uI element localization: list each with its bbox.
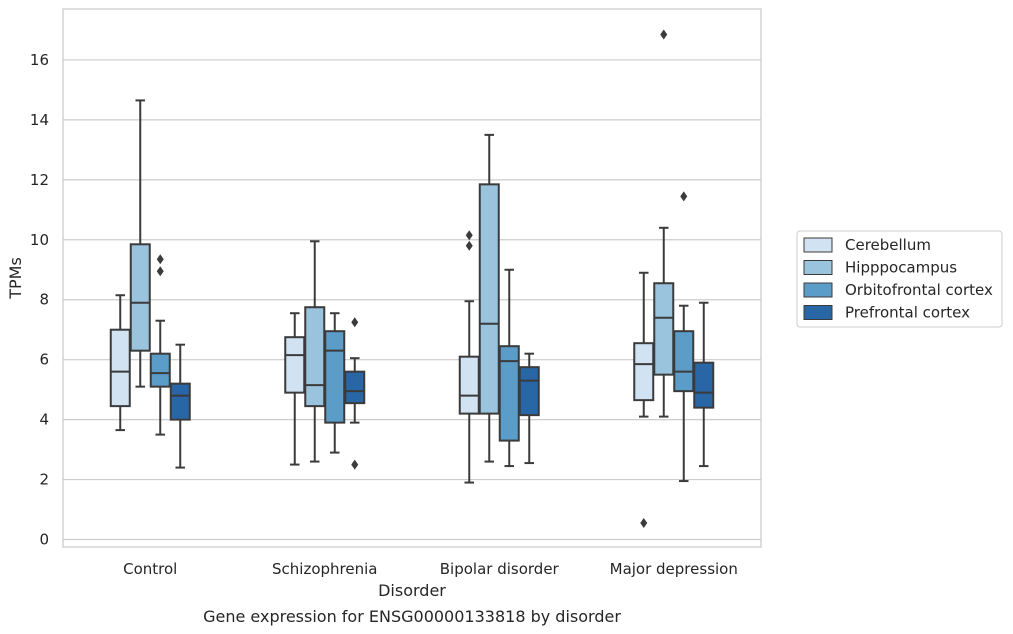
box-body [149, 352, 171, 388]
y-tick-label: 6 [39, 351, 49, 369]
box-body [653, 282, 675, 376]
outlier-point [351, 459, 359, 470]
y-tick-label: 2 [39, 471, 49, 489]
box-body [693, 361, 715, 409]
x-axis-title: Disorder [378, 581, 446, 600]
y-tick-labels: 0 2 4 6 8 10 12 14 16 [30, 51, 49, 549]
y-tick-label: 8 [39, 291, 49, 309]
y-tick-label: 14 [30, 111, 49, 129]
y-tick-label: 10 [30, 231, 49, 249]
legend-swatch [803, 305, 833, 320]
x-tick-label: Control [123, 560, 177, 578]
y-tick-label: 4 [39, 411, 49, 429]
box-prefrontal-cortex [693, 301, 715, 468]
chart-title: Gene expression for ENSG00000133818 by d… [203, 607, 621, 626]
box-body [284, 336, 306, 394]
legend-label: Prefrontal cortex [845, 304, 970, 322]
x-tick-label: Bipolar disorder [440, 560, 560, 578]
outlier-point [640, 518, 648, 529]
outlier-point [351, 317, 359, 328]
box-prefrontal-cortex [518, 352, 540, 465]
legend-label: Hipppocampus [845, 259, 957, 277]
box-groups [109, 29, 715, 529]
box-cerebellum [109, 294, 131, 432]
box-hipppocampus [653, 29, 675, 418]
x-tick-label: Schizophrenia [272, 560, 377, 578]
box-body [633, 342, 655, 402]
box-cerebellum [458, 230, 480, 484]
outlier-point [156, 266, 164, 277]
legend-swatch [803, 260, 833, 275]
plot-frame [62, 8, 762, 548]
box-body [109, 328, 131, 408]
box-orbitofrontal-cortex [149, 254, 171, 436]
box-prefrontal-cortex [169, 343, 191, 469]
box-body [344, 370, 366, 405]
box-body [458, 355, 480, 415]
box-orbitofrontal-cortex [673, 191, 695, 483]
box-body [169, 382, 191, 421]
box-body [324, 330, 346, 424]
y-tick-label: 12 [30, 171, 49, 189]
box-body [304, 306, 326, 408]
legend-label: Cerebellum [845, 236, 931, 254]
legend-swatch [803, 282, 833, 298]
y-tick-label: 16 [30, 51, 49, 69]
outlier-point [660, 29, 668, 40]
x-tick-label: Major depression [610, 560, 738, 578]
outlier-point [680, 191, 688, 202]
box-cerebellum [633, 271, 655, 529]
legend: Cerebellum Hipppocampus Orbitofrontal cort… [796, 230, 1003, 328]
box-hipppocampus [478, 133, 500, 463]
legend-label: Orbitofrontal cortex [845, 281, 993, 299]
legend-frame [796, 230, 1003, 328]
outlier-point [465, 240, 473, 251]
box-body [478, 183, 500, 415]
box-body [673, 330, 695, 393]
y-tick-label: 0 [39, 531, 49, 549]
outlier-point [156, 254, 164, 265]
box-hipppocampus [129, 99, 151, 388]
legend-swatch [803, 237, 833, 253]
outlier-point [465, 230, 473, 241]
box-prefrontal-cortex [344, 317, 366, 470]
box-body [129, 243, 151, 352]
y-axis-title: TPMs [6, 257, 25, 300]
plot-background [63, 9, 761, 547]
x-tick-labels: Control Schizophrenia Bipolar disorder Majo… [123, 560, 738, 578]
box-body [518, 366, 540, 417]
box-orbitofrontal-cortex [324, 312, 346, 454]
